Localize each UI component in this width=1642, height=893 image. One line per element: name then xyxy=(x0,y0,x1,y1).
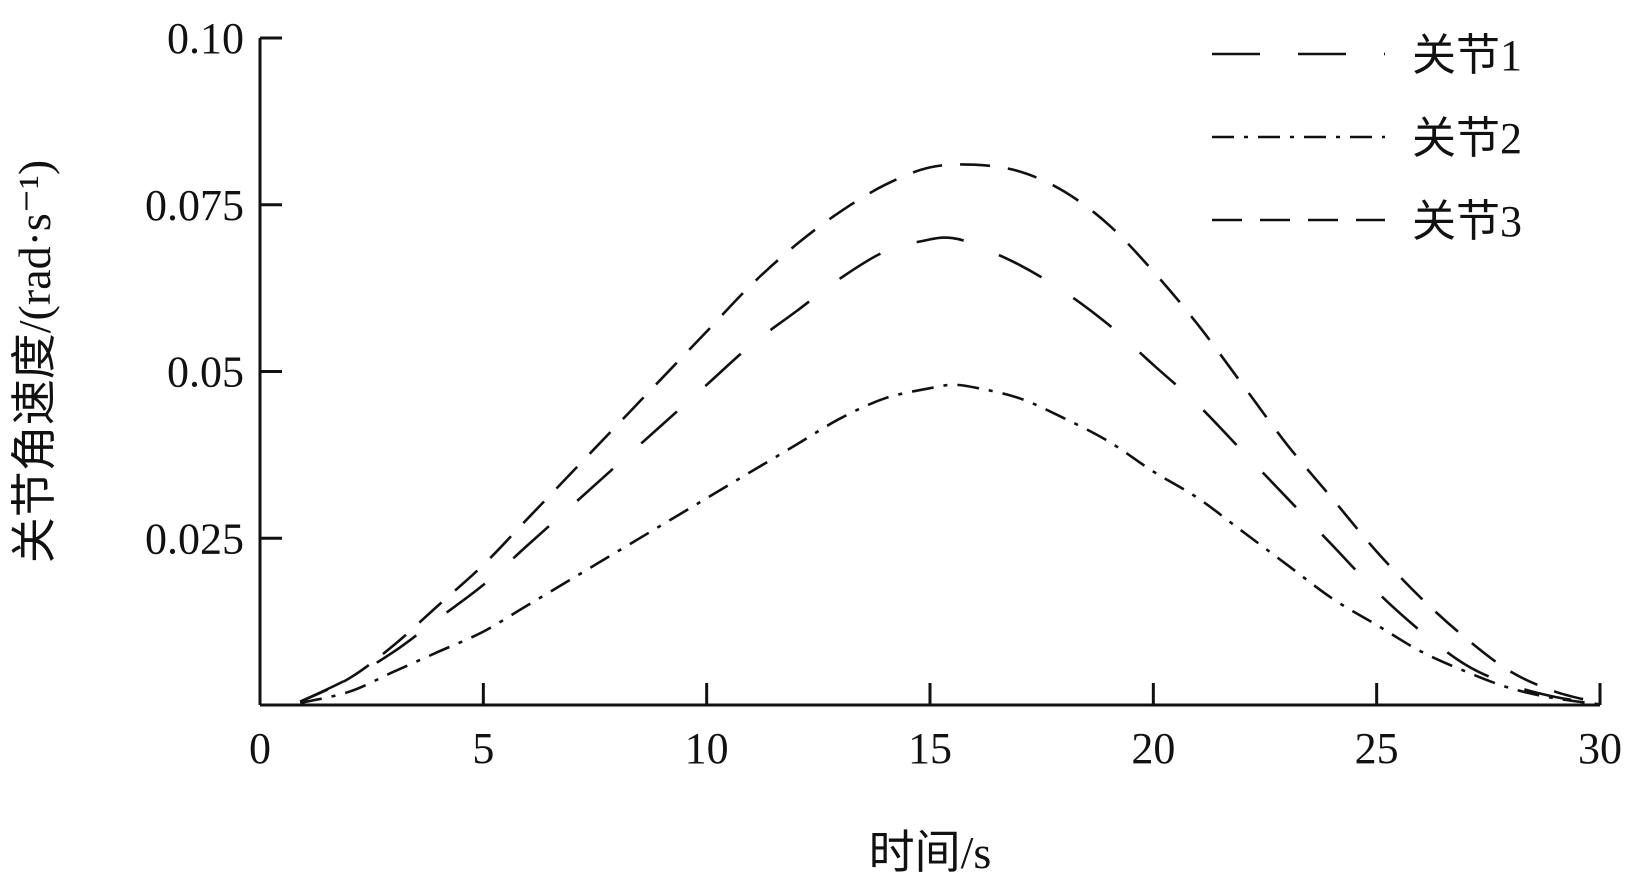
y-axis-title: 关节角速度/(rad·s⁻¹) xyxy=(9,160,60,563)
x-tick-label: 5 xyxy=(472,724,494,773)
x-tick-label: 0 xyxy=(249,724,271,773)
x-tick-label: 20 xyxy=(1131,724,1175,773)
legend-label-2: 关节2 xyxy=(1412,114,1522,163)
x-tick-label: 30 xyxy=(1578,724,1622,773)
series-line-1 xyxy=(299,236,1601,705)
x-tick-label: 15 xyxy=(908,724,952,773)
y-tick-label: 0.075 xyxy=(145,181,244,230)
y-tick-label: 0.10 xyxy=(167,14,244,63)
series-line-2 xyxy=(299,383,1601,706)
x-tick-label: 25 xyxy=(1355,724,1399,773)
y-tick-label: 0.05 xyxy=(167,348,244,397)
x-tick-label: 10 xyxy=(685,724,729,773)
legend-label-1: 关节1 xyxy=(1412,31,1522,80)
x-axis-title: 时间/s xyxy=(869,827,992,878)
series-line-3 xyxy=(299,163,1601,705)
y-tick-label: 0.025 xyxy=(145,514,244,563)
legend-label-3: 关节3 xyxy=(1412,197,1522,246)
series-lines xyxy=(299,163,1601,706)
legend: 关节1 关节2 关节3 xyxy=(1212,31,1522,246)
axes: 0 5 10 15 20 25 30 0.025 0.05 0.075 0.10 xyxy=(145,14,1622,773)
